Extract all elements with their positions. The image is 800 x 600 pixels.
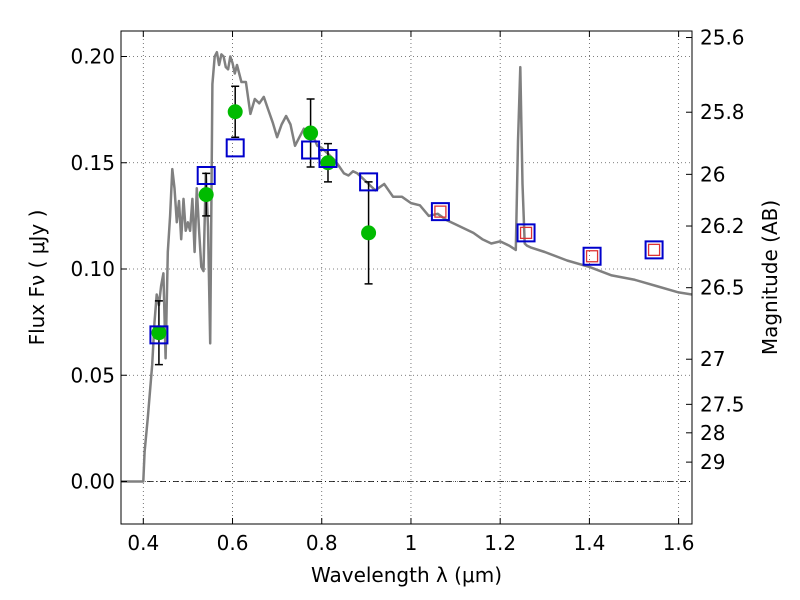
- model-square: [644, 240, 664, 260]
- magnitude-tick-label: 27.5: [700, 392, 745, 416]
- magnitude-tick-label: 25.6: [700, 26, 745, 50]
- magnitude-tick-label: 25.8: [700, 100, 745, 124]
- y-tick-label: 0.05: [70, 363, 115, 387]
- model-squares-layer: [149, 138, 664, 345]
- x-tick-label: 0.6: [217, 531, 249, 555]
- model-spectrum-layer: [121, 50, 692, 483]
- magnitude-tick-label: 26.2: [700, 214, 745, 238]
- magnitude-tick-label: 26.5: [700, 276, 745, 300]
- x-tick-label: 1.4: [573, 531, 605, 555]
- model-square: [516, 223, 536, 243]
- x-tick-label: 0.8: [306, 531, 338, 555]
- magnitude-tick-label: 29: [700, 450, 725, 474]
- inner-square: [434, 205, 447, 218]
- grid-lines: [121, 31, 692, 524]
- model-square: [318, 149, 338, 168]
- model-square: [149, 325, 169, 345]
- y-ticks: 0.00 0.05 0.10 0.15 0.20: [70, 45, 127, 494]
- plot-frame: [120, 30, 693, 525]
- observed-point: [151, 325, 167, 341]
- y-tick-label: 0.15: [70, 151, 115, 175]
- model-square: [582, 246, 602, 266]
- y-tick-label: 0.00: [70, 470, 115, 494]
- x-tick-label: 1.6: [663, 531, 695, 555]
- y-tick-label: 0.10: [70, 257, 115, 281]
- magnitude-axis-label: Magnitude (AB): [758, 200, 782, 355]
- inner-square: [585, 250, 599, 263]
- model-square: [430, 202, 450, 222]
- magnitude-tick-label: 26: [700, 162, 725, 186]
- model-square: [196, 166, 216, 185]
- observed-point: [227, 104, 243, 120]
- observed-point: [361, 225, 377, 241]
- x-axis-label: Wavelength λ (μm): [311, 563, 502, 587]
- magnitude-tick-label: 28: [700, 421, 725, 445]
- x-tick-label: 1: [405, 531, 418, 555]
- magnitude-tick-label: 27: [700, 347, 725, 371]
- x-ticks: 0.4 0.6 0.8 1 1.2 1.4 1.6: [127, 31, 695, 555]
- inner-square: [647, 243, 661, 257]
- model-spectrum-line: [121, 50, 692, 483]
- x-tick-label: 0.4: [127, 531, 159, 555]
- model-square: [359, 172, 379, 192]
- inner-square: [519, 226, 533, 240]
- y-tick-label: 0.20: [70, 45, 115, 69]
- observed-point: [198, 187, 214, 203]
- magnitude-ticks: 25.6 25.8 26 26.2 26.5 27 27.5 28 29: [686, 26, 745, 474]
- observed-point: [303, 125, 319, 141]
- y-axis-label: Flux Fν ( μJy ): [25, 210, 49, 346]
- x-tick-label: 1.2: [484, 531, 516, 555]
- model-square: [225, 138, 245, 158]
